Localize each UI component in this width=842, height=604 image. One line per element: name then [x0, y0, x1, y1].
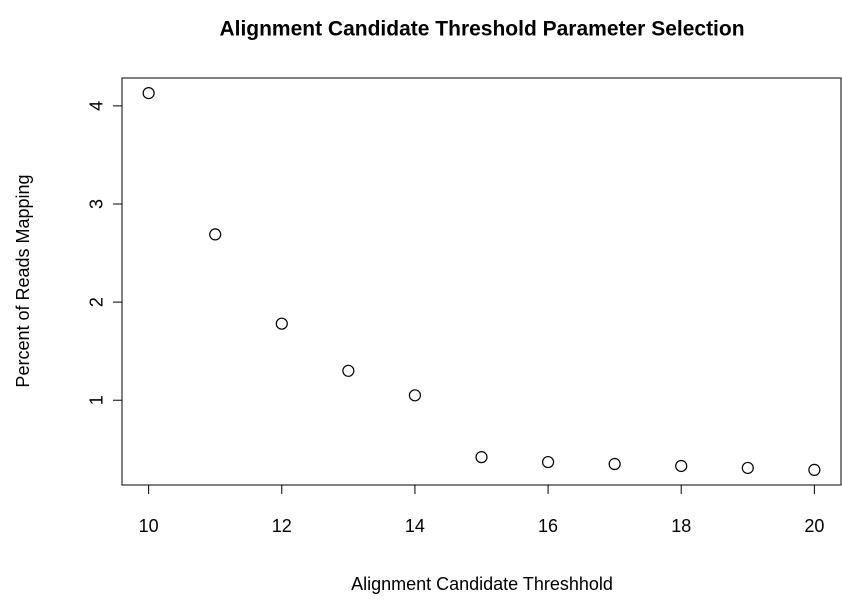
point [808, 463, 821, 476]
point [608, 457, 621, 471]
point [541, 455, 555, 469]
x-tick-label: 14 [405, 516, 425, 536]
plot-box [121, 77, 842, 486]
point [142, 87, 155, 100]
y-tick-label: 2 [87, 297, 107, 307]
y-axis-label: Percent of Reads Mapping [13, 174, 33, 387]
point [475, 451, 488, 464]
y-tick-label: 3 [87, 199, 107, 209]
x-tick-label: 18 [671, 516, 691, 536]
x-axis-label: Alignment Candidate Threshhold [351, 574, 613, 594]
point [408, 389, 422, 402]
chart-title: Alignment Candidate Threshold Parameter … [219, 18, 744, 41]
x-tick-label: 10 [139, 516, 159, 536]
point [275, 317, 288, 330]
point [342, 364, 355, 377]
x-tick-label: 20 [804, 516, 824, 536]
point [675, 459, 688, 473]
x-tick-label: 16 [538, 516, 558, 536]
point [209, 228, 222, 241]
x-tick-label: 12 [272, 516, 292, 536]
point [741, 461, 754, 475]
y-tick-label: 4 [87, 101, 107, 111]
y-tick-label: 1 [87, 395, 107, 405]
